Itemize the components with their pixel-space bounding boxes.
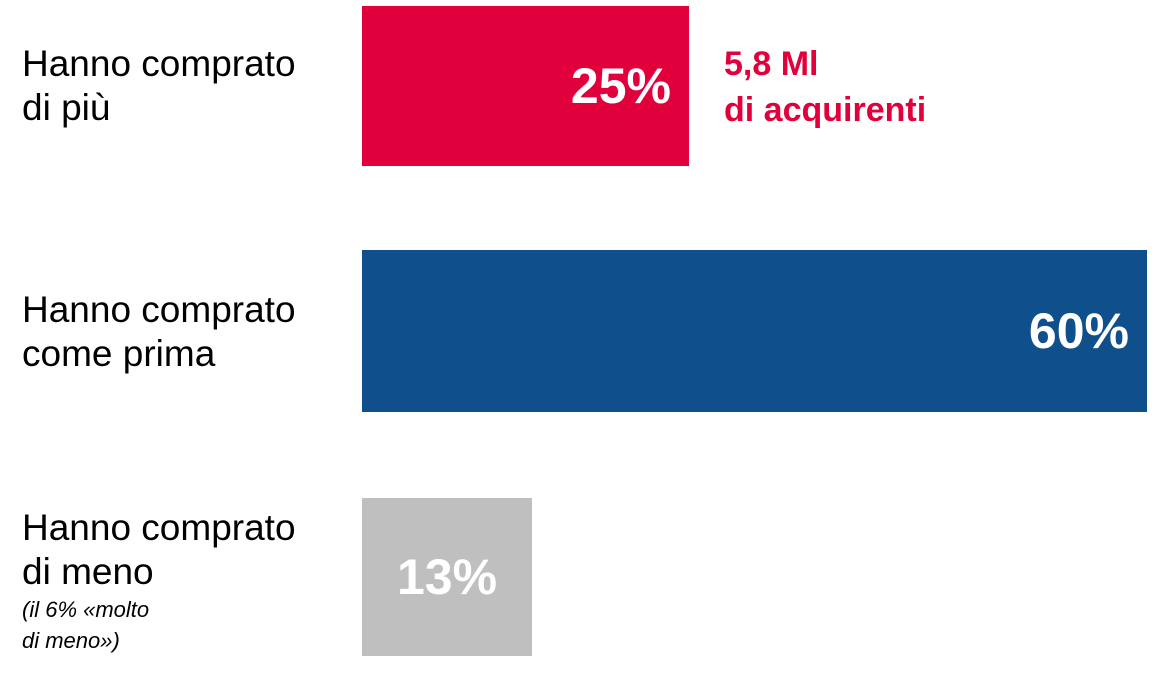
category-label-less: Hanno comprato di meno (il 6% «molto di …: [22, 506, 296, 656]
bar-value-label: 60%: [1028, 303, 1129, 359]
bar-more: 25%: [362, 6, 689, 166]
bar-same: 60%: [362, 250, 1147, 412]
category-label-more: Hanno comprato di più: [22, 42, 296, 130]
category-label-line: Hanno comprato: [22, 289, 296, 330]
category-label-line: come prima: [22, 333, 216, 374]
category-label-line: Hanno comprato: [22, 43, 296, 84]
category-note-line: di meno»): [22, 628, 120, 653]
annotation-line: 5,8 Ml: [724, 45, 819, 83]
category-label-same: Hanno comprato come prima: [22, 288, 296, 376]
annotation-line: di acquirenti: [724, 91, 927, 129]
bar-less: 13%: [362, 498, 532, 656]
category-note-line: (il 6% «molto: [22, 597, 150, 622]
bar-value-label: 13%: [396, 549, 498, 605]
category-label-line: Hanno comprato: [22, 507, 296, 548]
category-label-line: di meno: [22, 551, 154, 592]
category-label-line: di più: [22, 87, 111, 128]
bar-value-label: 25%: [570, 58, 671, 114]
buyers-annotation: 5,8 Ml di acquirenti: [724, 41, 926, 133]
